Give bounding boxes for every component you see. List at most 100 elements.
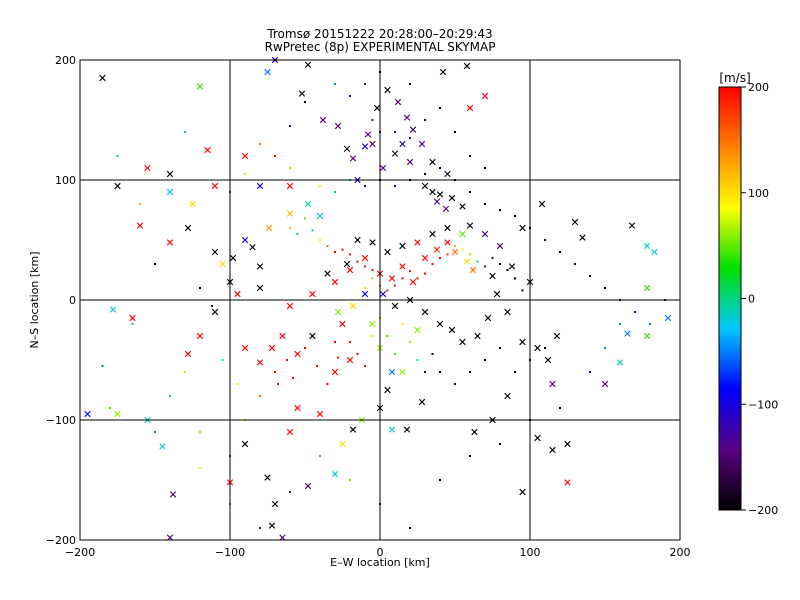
scatter-cross <box>508 263 516 270</box>
scatter-cross <box>549 380 556 388</box>
scatter-markers <box>84 56 672 541</box>
scatter-dot <box>514 277 516 280</box>
scatter-cross <box>304 482 312 490</box>
scatter-cross <box>534 434 541 442</box>
scatter-dot <box>259 527 261 529</box>
scatter-cross <box>484 314 492 322</box>
scatter-cross <box>286 210 294 217</box>
scatter-cross <box>388 275 396 282</box>
scatter-cross <box>109 306 117 313</box>
scatter-dot <box>401 323 404 325</box>
scatter-cross <box>481 92 489 100</box>
scatter-cross <box>534 344 541 352</box>
scatter-dot <box>277 383 279 385</box>
scatter-dot <box>319 455 321 457</box>
scatter-dot <box>476 260 479 263</box>
scatter-cross <box>166 188 174 196</box>
y-tick-label: 0 <box>69 294 76 307</box>
scatter-dot <box>364 265 366 268</box>
scatter-cross <box>256 182 264 190</box>
scatter-cross <box>319 116 327 124</box>
scatter-cross <box>159 443 166 450</box>
scatter-cross <box>451 248 459 256</box>
scatter-cross <box>429 188 436 196</box>
x-tick-label: 200 <box>670 546 691 559</box>
x-axis-label: E–W location [km] <box>330 556 430 569</box>
scatter-cross <box>399 140 406 148</box>
scatter-cross <box>196 83 204 90</box>
scatter-dot <box>274 155 276 157</box>
scatter-dot <box>349 253 351 256</box>
scatter-cross <box>444 239 451 246</box>
scatter-dot <box>409 83 411 85</box>
scatter-dot <box>394 131 396 133</box>
scatter-dot <box>439 371 441 373</box>
scatter-dot <box>409 137 411 139</box>
scatter-cross <box>349 426 357 433</box>
scatter-dot <box>349 95 351 97</box>
scatter-cross <box>643 284 651 292</box>
scatter-dot <box>371 269 374 271</box>
scatter-cross <box>169 491 177 498</box>
scatter-dot <box>469 371 471 373</box>
scatter-cross <box>384 386 391 394</box>
x-tick-label: −200 <box>65 546 95 559</box>
scatter-dot <box>439 479 441 481</box>
scatter-dot <box>334 83 336 85</box>
scatter-dot <box>356 353 359 355</box>
scatter-cross <box>448 194 456 202</box>
scatter-cross <box>189 200 196 208</box>
scatter-cross <box>346 266 354 274</box>
scatter-cross <box>349 155 357 162</box>
scatter-dot <box>649 323 651 325</box>
scatter-dot <box>184 131 186 133</box>
scatter-dot <box>589 275 591 277</box>
scatter-dot <box>416 359 419 361</box>
scatter-cross <box>429 230 436 238</box>
scatter-dot <box>574 263 576 265</box>
scatter-cross <box>249 244 256 251</box>
scatter-cross <box>349 302 357 310</box>
scatter-cross <box>211 182 219 190</box>
scatter-cross <box>279 332 286 340</box>
scatter-dot <box>454 383 456 385</box>
scatter-cross <box>114 182 121 190</box>
scatter-cross <box>384 248 391 256</box>
scatter-dot <box>469 191 471 193</box>
scatter-dot <box>371 335 374 337</box>
axis-ticks: −200 −100 0 100 200 −200 −100 0 100 200 <box>46 54 691 559</box>
scatter-cross <box>354 236 361 244</box>
scatter-dot <box>364 83 366 85</box>
scatter-cross <box>256 359 264 366</box>
scatter-cross <box>316 212 324 220</box>
scatter-dot <box>499 209 501 211</box>
scatter-dot <box>337 356 339 359</box>
scatter-dot <box>131 323 134 325</box>
scatter-dot <box>356 260 359 263</box>
scatter-dot <box>409 341 411 343</box>
scatter-cross <box>166 170 174 178</box>
scatter-cross <box>114 410 121 418</box>
scatter-cross <box>99 74 106 82</box>
scatter-cross <box>433 246 441 253</box>
scatter-cross <box>241 152 249 160</box>
scatter-dot <box>431 353 434 355</box>
y-tick-label: 200 <box>55 54 76 67</box>
scatter-dot <box>499 263 501 265</box>
scatter-cross <box>421 254 429 262</box>
scatter-cross <box>651 248 658 256</box>
scatter-cross <box>331 368 339 376</box>
scatter-cross <box>442 205 450 212</box>
scatter-cross <box>474 332 481 340</box>
scatter-dot <box>431 263 434 265</box>
scatter-dot <box>514 215 516 217</box>
scatter-cross <box>624 330 631 337</box>
scatter-dot <box>469 155 471 157</box>
scatter-cross <box>579 234 586 241</box>
scatter-dot <box>424 272 426 275</box>
scatter-dot <box>446 253 449 256</box>
scatter-dot <box>604 287 606 289</box>
scatter-dot <box>199 287 201 289</box>
scatter-dot <box>116 155 119 157</box>
scatter-cross <box>369 320 376 328</box>
